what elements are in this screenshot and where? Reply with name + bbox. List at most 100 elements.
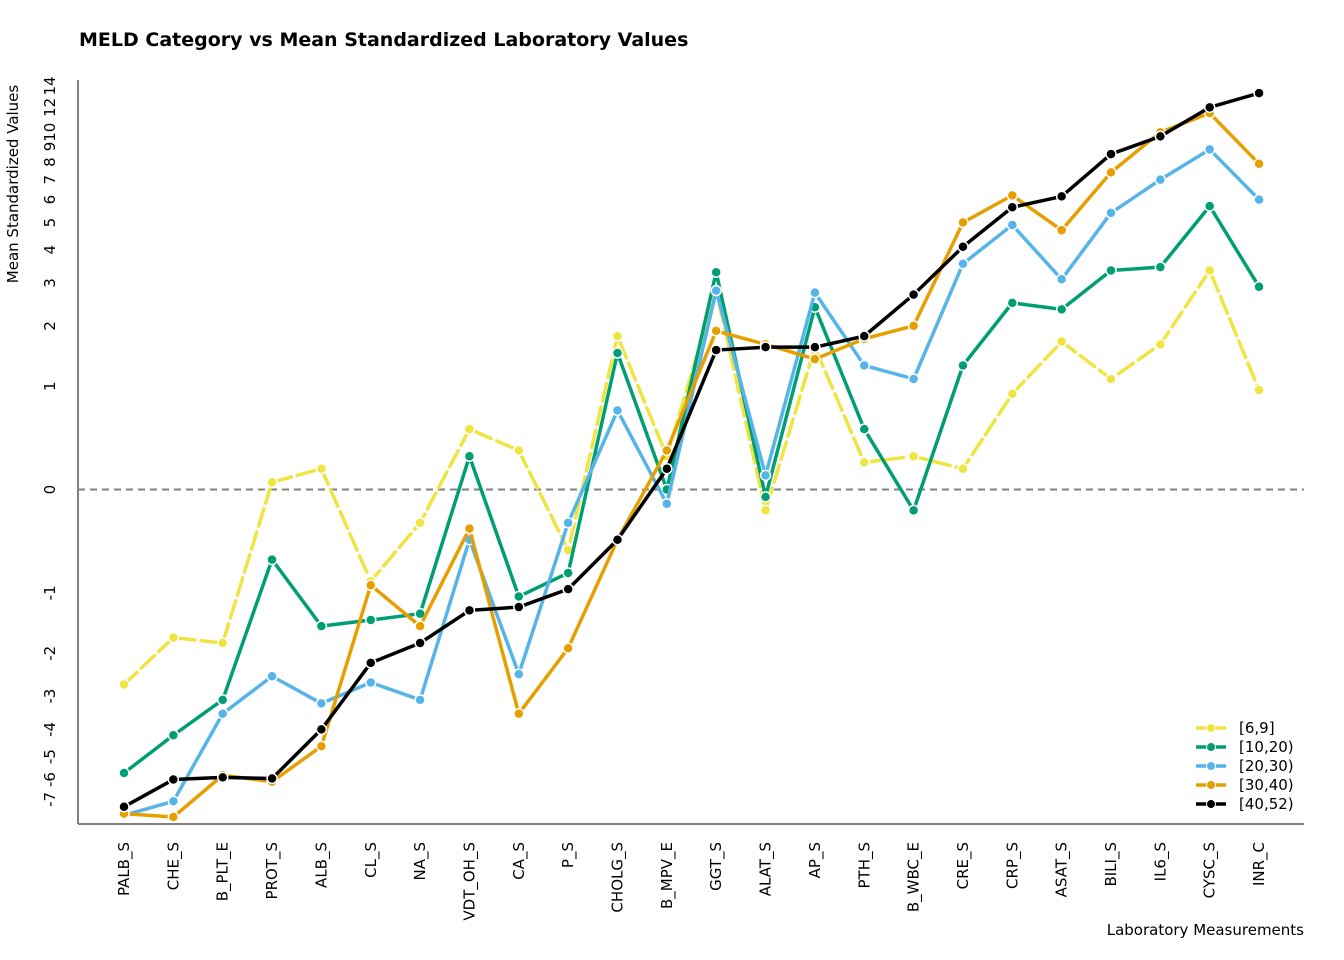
data-point [167, 631, 180, 644]
legend-label: [30,40) [1239, 776, 1294, 794]
y-tick-label: 14 [41, 76, 59, 95]
series-line [122, 147, 1261, 818]
data-point [1055, 190, 1068, 203]
data-point [315, 723, 328, 736]
legend-label: [10,20) [1239, 738, 1294, 756]
data-point [315, 740, 328, 753]
data-point [710, 284, 722, 297]
legend-label: [6,9] [1239, 719, 1275, 737]
data-point [463, 423, 476, 435]
x-tick-label: BILI_S [1102, 842, 1121, 887]
data-point [513, 590, 525, 603]
x-tick-label: VDT_OH_S [460, 842, 479, 921]
data-point [167, 811, 180, 823]
data-point [1203, 101, 1216, 114]
data-point [513, 707, 525, 720]
data-point [611, 533, 624, 546]
series-1 [118, 264, 1265, 691]
data-point [315, 620, 328, 632]
legend-label: [40,52) [1239, 795, 1294, 813]
data-point [1253, 193, 1265, 206]
x-tick-label: B_PLT_E [214, 842, 233, 901]
data-point [513, 668, 525, 680]
legend-entry: [40,52) [1196, 795, 1294, 813]
data-point [1006, 189, 1019, 202]
data-point [365, 614, 377, 626]
series-2 [118, 200, 1265, 779]
data-point [118, 678, 130, 691]
data-point [957, 258, 969, 270]
y-tick-label: 7 [41, 175, 59, 185]
x-tick-label: GGT_S [707, 842, 726, 891]
x-axis-label: Laboratory Measurements [1107, 921, 1304, 939]
x-tick-label: B_WBC_E [905, 842, 924, 912]
data-point [315, 697, 328, 710]
data-point [858, 456, 870, 469]
x-tick-label: CL_S [362, 842, 381, 878]
data-point [1154, 261, 1167, 273]
data-point [216, 694, 229, 706]
x-tick-label: CA_S [510, 842, 529, 880]
x-tick-label: CRE_S [954, 842, 973, 889]
data-point [266, 476, 278, 489]
series-line [122, 111, 1261, 819]
data-point [1253, 384, 1265, 396]
y-axis-label: Mean Standardized Values [4, 85, 22, 284]
y-tick-label: 8 [41, 157, 59, 167]
data-point [611, 404, 624, 417]
legend-entry: [10,20) [1196, 738, 1294, 756]
data-point [1006, 201, 1019, 213]
x-tick-label: ALB_S [312, 842, 331, 888]
y-tick-label: 0 [41, 485, 59, 495]
data-point [1055, 273, 1068, 286]
legend-entry: [30,40) [1196, 776, 1294, 794]
legend-entry: [20,30) [1196, 757, 1294, 775]
data-point [809, 286, 821, 299]
data-point [661, 444, 673, 457]
data-point [1253, 158, 1265, 170]
data-point [513, 444, 525, 457]
data-point [611, 330, 624, 342]
legend-label: [20,30) [1239, 757, 1294, 775]
data-point [118, 767, 130, 779]
data-point [266, 772, 278, 785]
data-point [562, 517, 574, 529]
y-tick-label: 10 [41, 123, 59, 142]
data-point [216, 637, 229, 649]
legend-swatch-point [1206, 799, 1216, 809]
data-point [1055, 303, 1068, 316]
data-point [957, 216, 969, 229]
data-point [1055, 224, 1068, 236]
data-point [167, 773, 180, 786]
y-tick-label: -6 [41, 772, 59, 787]
x-tick-label: CHE_S [164, 842, 183, 890]
data-point [216, 707, 229, 720]
data-point [463, 450, 476, 463]
data-point [266, 670, 278, 683]
data-point [809, 341, 821, 353]
data-point [907, 288, 920, 301]
data-point [957, 462, 969, 475]
data-point [907, 373, 920, 385]
data-point [118, 800, 130, 813]
y-tick-label: 6 [41, 195, 59, 205]
data-point [710, 266, 722, 278]
y-tick-label: 4 [41, 245, 59, 255]
data-point [710, 325, 722, 337]
data-point [463, 604, 476, 617]
y-tick-label: 3 [41, 278, 59, 288]
data-point [463, 522, 476, 535]
data-point [809, 353, 821, 365]
data-point [759, 341, 772, 353]
x-tick-label: ASAT_S [1053, 842, 1072, 897]
data-point [414, 637, 426, 649]
data-point [1006, 219, 1019, 231]
data-point [759, 504, 772, 517]
data-point [661, 498, 673, 510]
series-3 [118, 143, 1265, 822]
y-tick-label: 12 [41, 98, 59, 117]
x-tick-label: PTH_S [855, 842, 874, 889]
data-point [266, 553, 278, 566]
data-point [315, 462, 328, 475]
y-tick-label: -4 [41, 722, 59, 737]
